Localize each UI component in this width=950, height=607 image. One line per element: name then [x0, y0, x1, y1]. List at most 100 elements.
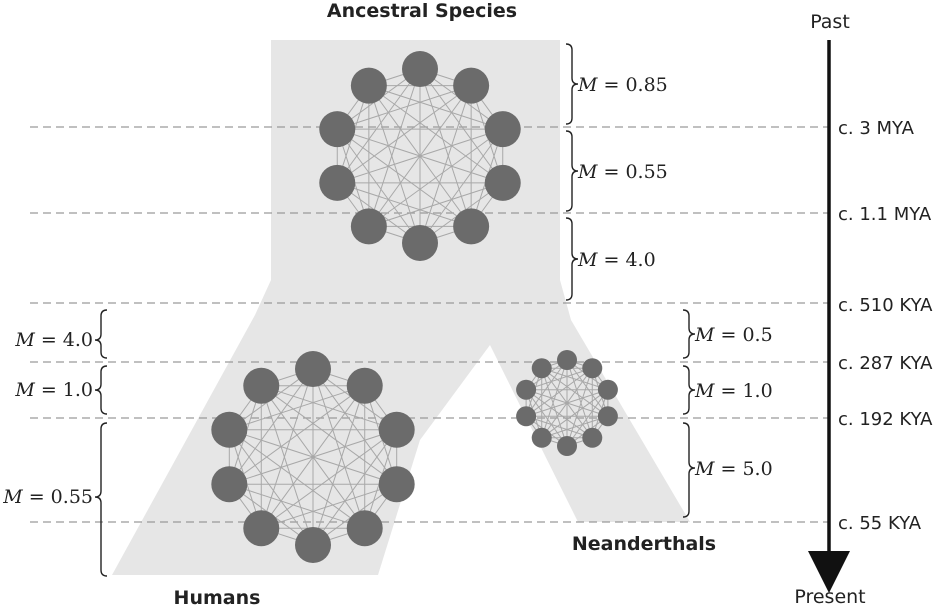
- neanderthals-braces: M = 0.5 M = 1.0 M = 5.0: [682, 309, 773, 518]
- neanderthals-deme: [516, 379, 537, 400]
- brace-neanderthals-1: [682, 309, 696, 359]
- neanderthals-edge: [525, 359, 568, 417]
- brace-humans-3: [94, 422, 108, 577]
- time-label-55kya: c. 55 KYA: [838, 513, 922, 534]
- neanderthals-edge: [541, 367, 609, 417]
- ancestral-deme: [453, 67, 490, 104]
- humans-deme: [378, 411, 415, 448]
- ancestral-deme: [319, 111, 356, 148]
- time-labels: c. 3 MYA c. 1.1 MYA c. 510 KYA c. 287 KY…: [838, 118, 933, 534]
- ancestral-deme: [402, 225, 438, 261]
- humans-edge: [228, 429, 314, 546]
- ancestral-edge: [368, 85, 503, 130]
- neanderthals-deme: [531, 427, 552, 448]
- ancestral-deme: [484, 164, 521, 201]
- humans-edge: [260, 385, 314, 546]
- m-humans-3: M = 0.55: [2, 486, 93, 508]
- ancestral-edge: [337, 85, 472, 130]
- brace-ancestral-2: [565, 130, 579, 212]
- neanderthals-deme: [557, 350, 577, 370]
- neanderthals-deme: [531, 358, 552, 379]
- brace-humans-2: [94, 365, 108, 415]
- neanderthals-edge: [566, 389, 609, 447]
- ancestral-deme: [350, 67, 387, 104]
- ancestral-edge: [419, 128, 504, 244]
- humans-edge: [312, 368, 398, 485]
- m-neanderthals-2: M = 1.0: [694, 380, 773, 402]
- humans-edge: [229, 483, 365, 529]
- ancestral-network: [319, 51, 521, 261]
- time-label-192kya: c. 192 KYA: [838, 409, 933, 430]
- neanderthals-network: [516, 350, 618, 456]
- neanderthals-edge: [525, 415, 593, 439]
- ancestral-braces: M = 0.85 M = 0.55 M = 4.0: [565, 43, 668, 301]
- neanderthals-deme: [582, 427, 603, 448]
- time-label-510kya: c. 510 KYA: [838, 295, 933, 316]
- humans-deme: [211, 411, 248, 448]
- humans-edge: [260, 385, 397, 485]
- humans-deme: [243, 510, 280, 547]
- ancestral-deme: [402, 51, 438, 87]
- neanderthals-edge: [525, 389, 593, 439]
- m-humans-2: M = 1.0: [14, 379, 93, 401]
- neanderthals-deme: [516, 406, 537, 427]
- humans-deme: [378, 466, 415, 503]
- ancestral-edge: [368, 85, 504, 184]
- neanderthals-edge: [541, 367, 609, 391]
- humans-edge: [261, 385, 397, 431]
- ancestral-edge: [368, 85, 421, 244]
- brace-ancestral-3: [565, 217, 579, 301]
- m-ancestral-2: M = 0.55: [577, 161, 668, 183]
- humans-network: [211, 351, 415, 563]
- ancestral-edge: [419, 68, 504, 184]
- neanderthals-deme: [597, 379, 618, 400]
- brace-ancestral-1: [565, 43, 579, 125]
- neanderthals-edge: [525, 389, 568, 447]
- ancestral-edge: [336, 128, 421, 244]
- humans-deme: [211, 466, 248, 503]
- ancestral-edge: [368, 85, 472, 227]
- brace-neanderthals-3: [682, 422, 696, 518]
- neanderthals-deme: [582, 358, 603, 379]
- time-lines: [30, 126, 830, 523]
- brace-neanderthals-2: [682, 365, 696, 415]
- humans-edge: [260, 385, 366, 529]
- ancestral-edge: [336, 68, 421, 184]
- humans-deme: [295, 351, 331, 387]
- neanderthals-edge: [525, 367, 593, 391]
- humans-deme: [346, 510, 383, 547]
- humans-deme: [243, 367, 280, 404]
- time-axis: Past Present: [794, 11, 865, 607]
- humans-edge: [312, 429, 398, 546]
- humans-deme: [295, 527, 331, 563]
- neanderthals-edge: [541, 415, 609, 439]
- ancestral-species-title: Ancestral Species: [327, 0, 517, 22]
- axis-present-label: Present: [794, 586, 865, 607]
- neanderthals-title: Neanderthals: [572, 533, 716, 555]
- ancestral-deme: [319, 164, 356, 201]
- humans-braces: M = 4.0 M = 1.0 M = 0.55: [2, 309, 108, 577]
- time-label-1-1mya: c. 1.1 MYA: [838, 204, 932, 225]
- axis-past-label: Past: [810, 11, 850, 33]
- time-label-287kya: c. 287 KYA: [838, 353, 933, 374]
- brace-humans-1: [94, 309, 108, 359]
- ancestral-edge: [337, 182, 472, 227]
- ancestral-deme: [484, 111, 521, 148]
- neanderthals-edge: [541, 367, 593, 439]
- m-ancestral-3: M = 4.0: [577, 249, 656, 271]
- neanderthals-deme: [557, 436, 577, 456]
- humans-edge: [229, 385, 365, 431]
- ancestral-edge: [336, 128, 472, 227]
- ancestral-deme: [350, 208, 387, 245]
- neanderthals-edge: [541, 368, 568, 447]
- m-ancestral-1: M = 0.85: [577, 74, 668, 96]
- humans-edge: [261, 483, 397, 529]
- time-label-3mya: c. 3 MYA: [838, 118, 915, 139]
- m-neanderthals-3: M = 5.0: [694, 458, 773, 480]
- m-neanderthals-1: M = 0.5: [694, 324, 773, 346]
- humans-edge: [229, 429, 366, 529]
- humans-title: Humans: [174, 587, 261, 607]
- neanderthals-edge: [566, 359, 609, 417]
- humans-deme: [346, 367, 383, 404]
